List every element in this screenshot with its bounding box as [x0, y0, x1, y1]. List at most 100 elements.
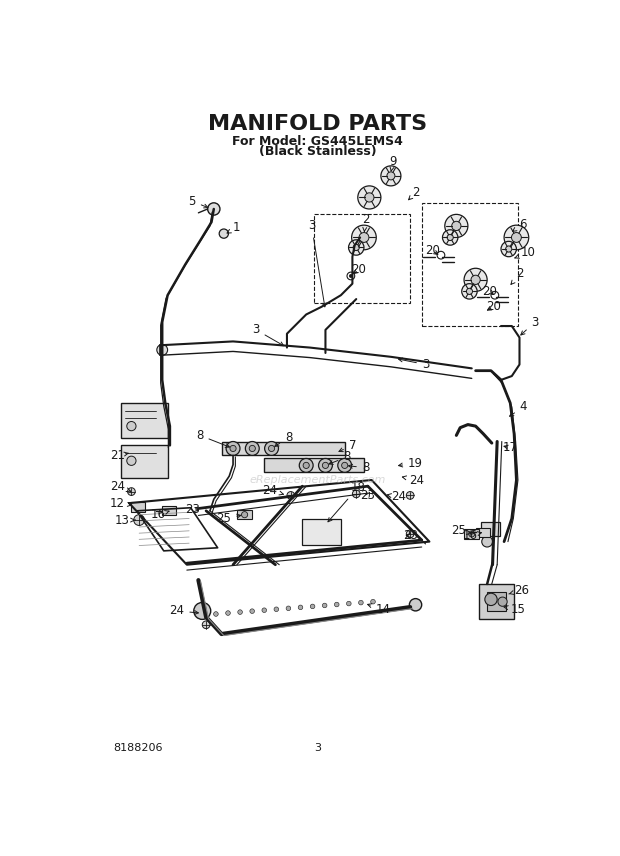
- Bar: [303, 519, 341, 545]
- Text: 13: 13: [115, 514, 135, 526]
- Text: 10: 10: [515, 247, 536, 259]
- Text: 2: 2: [409, 186, 420, 199]
- Circle shape: [387, 172, 395, 180]
- Circle shape: [352, 225, 376, 250]
- Text: 8: 8: [348, 461, 369, 474]
- Circle shape: [226, 610, 230, 615]
- Bar: [422, 203, 518, 326]
- Bar: [162, 506, 176, 515]
- Circle shape: [338, 459, 352, 473]
- Text: 3: 3: [252, 324, 283, 346]
- Circle shape: [349, 275, 352, 277]
- Circle shape: [219, 229, 228, 238]
- Circle shape: [445, 214, 468, 237]
- Text: 8188206: 8188206: [113, 743, 163, 753]
- Circle shape: [322, 603, 327, 608]
- Circle shape: [512, 233, 521, 242]
- Circle shape: [464, 268, 487, 291]
- Circle shape: [469, 531, 475, 537]
- Circle shape: [498, 597, 507, 606]
- Circle shape: [319, 459, 332, 473]
- Circle shape: [126, 456, 136, 466]
- Bar: [221, 442, 345, 455]
- Text: 1: 1: [227, 221, 241, 234]
- Circle shape: [226, 442, 240, 455]
- Circle shape: [250, 609, 254, 614]
- Circle shape: [230, 445, 236, 451]
- Circle shape: [249, 445, 255, 451]
- Circle shape: [406, 491, 414, 499]
- Circle shape: [347, 601, 351, 606]
- Circle shape: [501, 241, 516, 257]
- Text: 24: 24: [110, 479, 131, 493]
- Circle shape: [134, 514, 144, 526]
- Circle shape: [358, 600, 363, 605]
- Circle shape: [358, 186, 381, 209]
- Text: For Model: GS445LEMS4: For Model: GS445LEMS4: [232, 134, 403, 148]
- Circle shape: [268, 445, 275, 451]
- Circle shape: [298, 605, 303, 609]
- Circle shape: [506, 246, 511, 253]
- Text: 16: 16: [151, 508, 169, 521]
- Text: 20: 20: [482, 285, 497, 298]
- Circle shape: [303, 462, 309, 468]
- Circle shape: [466, 288, 472, 294]
- Bar: [464, 529, 479, 538]
- Circle shape: [262, 608, 267, 613]
- Text: 20: 20: [486, 300, 501, 313]
- Circle shape: [447, 235, 453, 241]
- Circle shape: [371, 599, 375, 604]
- Circle shape: [126, 421, 136, 431]
- Text: 3: 3: [308, 219, 326, 306]
- Bar: [479, 584, 514, 619]
- Circle shape: [485, 593, 497, 605]
- Text: 3: 3: [399, 358, 429, 371]
- Circle shape: [265, 442, 278, 455]
- Text: 3: 3: [521, 316, 539, 335]
- Circle shape: [443, 229, 458, 245]
- Circle shape: [334, 603, 339, 607]
- Circle shape: [299, 459, 313, 473]
- Circle shape: [348, 240, 364, 255]
- Text: 14: 14: [368, 603, 391, 615]
- Bar: [487, 591, 507, 611]
- Text: MANIFOLD PARTS: MANIFOLD PARTS: [208, 115, 427, 134]
- Circle shape: [214, 612, 218, 616]
- Circle shape: [322, 462, 329, 468]
- Text: eReplacementParts.com: eReplacementParts.com: [250, 475, 386, 485]
- Circle shape: [202, 621, 210, 628]
- Circle shape: [194, 603, 211, 620]
- Bar: [476, 528, 490, 537]
- Text: 20: 20: [425, 244, 440, 257]
- Bar: [122, 445, 167, 478]
- Circle shape: [409, 598, 422, 611]
- Text: 23: 23: [403, 529, 418, 542]
- Text: 19: 19: [399, 456, 423, 470]
- Text: 6: 6: [513, 218, 526, 231]
- Circle shape: [310, 604, 315, 609]
- Circle shape: [471, 275, 480, 284]
- Text: 2: 2: [361, 213, 370, 232]
- Text: 4: 4: [510, 401, 527, 416]
- Text: 24: 24: [169, 604, 198, 617]
- Text: 18: 18: [328, 481, 365, 522]
- Circle shape: [274, 607, 278, 611]
- Circle shape: [504, 225, 529, 250]
- Circle shape: [381, 166, 401, 186]
- Text: 24: 24: [262, 484, 283, 496]
- Circle shape: [246, 442, 259, 455]
- Text: 16: 16: [463, 529, 482, 542]
- Bar: [314, 214, 410, 303]
- Text: 5: 5: [188, 195, 208, 208]
- Text: 2: 2: [511, 267, 524, 284]
- Circle shape: [482, 536, 492, 547]
- Circle shape: [157, 344, 167, 355]
- Circle shape: [365, 193, 374, 202]
- Bar: [264, 459, 364, 473]
- Text: 23: 23: [360, 489, 375, 502]
- Circle shape: [242, 512, 247, 518]
- Circle shape: [452, 222, 461, 230]
- Text: 24: 24: [402, 473, 424, 486]
- Text: 7: 7: [339, 439, 356, 452]
- Text: 15: 15: [504, 603, 525, 615]
